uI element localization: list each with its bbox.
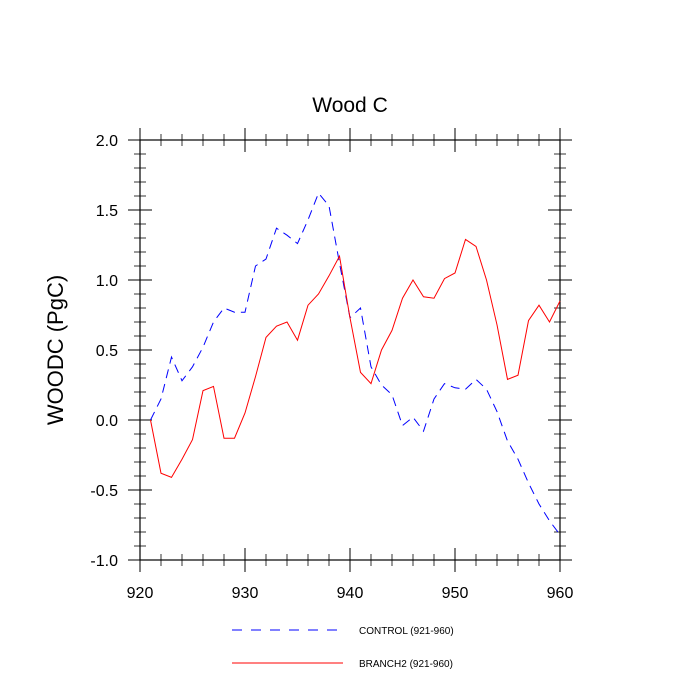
x-tick-label: 920 xyxy=(127,585,154,602)
tick-labels: 920 930 940 950 960 -1.0 -0.5 0.0 0.5 1.0 1.5 2.0 xyxy=(90,133,573,602)
y-tick-label: 0.5 xyxy=(96,343,118,360)
y-tick-label: 2.0 xyxy=(96,133,118,150)
x-tick-label: 930 xyxy=(232,585,259,602)
legend: CONTROL (921-960) BRANCH2 (921-960) xyxy=(232,626,454,670)
y-axis-label: WOODC (PgC) xyxy=(43,275,68,425)
x-tick-label: 960 xyxy=(547,585,574,602)
legend-label: CONTROL (921-960) xyxy=(359,626,454,637)
axis-ticks xyxy=(128,128,572,572)
series-line-control xyxy=(150,192,561,536)
legend-label: BRANCH2 (921-960) xyxy=(359,659,453,670)
y-tick-label: 0.0 xyxy=(96,413,118,430)
chart-title: Wood C xyxy=(312,94,387,117)
x-tick-label: 950 xyxy=(442,585,469,602)
y-tick-label: -1.0 xyxy=(90,553,118,570)
series-line-branch2 xyxy=(150,238,561,479)
y-tick-label: 1.5 xyxy=(96,203,118,220)
plot-frame xyxy=(139,139,561,561)
y-tick-label: -0.5 xyxy=(90,483,118,500)
y-tick-label: 1.0 xyxy=(96,273,118,290)
series-lines xyxy=(150,192,561,536)
x-tick-label: 940 xyxy=(337,585,364,602)
